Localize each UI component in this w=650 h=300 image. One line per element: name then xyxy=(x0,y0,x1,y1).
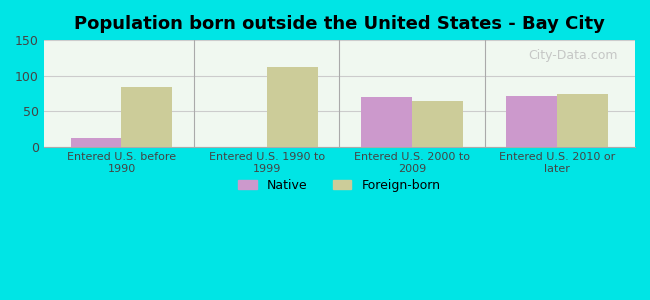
Bar xyxy=(361,97,412,147)
Title: Population born outside the United States - Bay City: Population born outside the United State… xyxy=(74,15,605,33)
Bar xyxy=(557,94,608,147)
Bar xyxy=(122,87,172,147)
Legend: Native, Foreign-born: Native, Foreign-born xyxy=(233,173,445,196)
Text: City-Data.com: City-Data.com xyxy=(528,49,618,62)
Bar xyxy=(412,101,463,147)
Bar xyxy=(71,138,122,147)
Bar xyxy=(506,96,557,147)
Bar xyxy=(266,67,318,147)
